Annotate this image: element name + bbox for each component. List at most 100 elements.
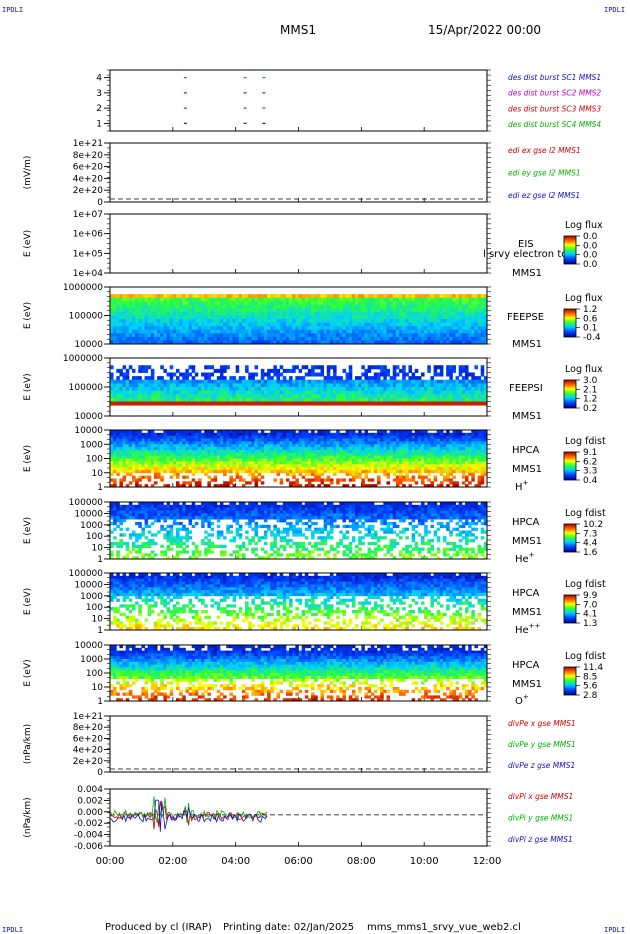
heat-cell — [285, 333, 290, 338]
heat-cell — [436, 447, 441, 451]
heat-cell — [135, 481, 139, 485]
heat-cell — [179, 458, 183, 462]
heat-cell — [276, 444, 281, 448]
heat-cell — [314, 304, 318, 309]
heat-cell — [361, 319, 365, 324]
heat-cell — [125, 401, 130, 406]
heat-cell — [135, 484, 139, 488]
heat-cell — [263, 387, 268, 392]
heat-cell — [317, 472, 321, 476]
heat-cell — [355, 452, 359, 457]
heat-cell — [141, 322, 145, 327]
heat-cell — [157, 333, 161, 338]
heat-cell — [323, 455, 328, 459]
heat-cell — [342, 452, 347, 457]
heat-cell — [295, 467, 299, 471]
heat-cell — [430, 452, 434, 457]
heat-cell — [345, 294, 350, 299]
heat-cell — [405, 475, 409, 479]
heat-cell — [289, 326, 293, 331]
heat-cell — [421, 322, 425, 327]
heat-cell — [131, 387, 136, 392]
heat-cell — [430, 297, 434, 302]
heat-cell — [216, 441, 221, 445]
heat-cell — [446, 461, 450, 465]
heat-cell — [411, 435, 416, 439]
heat-cell — [311, 333, 315, 338]
heat-cell — [314, 379, 318, 384]
heat-cell — [141, 397, 145, 402]
heat-cell — [333, 452, 337, 457]
heat-cell — [402, 336, 406, 341]
heat-cell — [131, 322, 136, 327]
heat-cell — [333, 326, 337, 331]
heat-cell — [311, 319, 315, 324]
heat-cell — [414, 319, 419, 324]
heat-cell — [408, 301, 412, 306]
heat-cell — [468, 333, 472, 338]
heat-cell — [241, 304, 246, 309]
heat-cell — [260, 475, 265, 479]
heat-cell — [402, 397, 406, 402]
heat-cell — [342, 387, 347, 392]
heat-cell — [289, 430, 293, 434]
heat-cell — [226, 441, 230, 445]
heat-cell — [389, 430, 394, 434]
heat-cell — [276, 449, 281, 454]
heat-cell — [169, 449, 174, 454]
heat-cell — [367, 444, 372, 448]
heat-cell — [251, 387, 255, 392]
heat-cell — [320, 481, 325, 485]
heat-cell — [320, 458, 325, 462]
heat-cell — [213, 319, 218, 324]
heat-cell — [157, 452, 161, 457]
heat-cell — [267, 297, 271, 302]
heat-cell — [333, 397, 337, 402]
heat-cell — [282, 458, 287, 462]
heat-cell — [245, 379, 249, 384]
heat-cell — [417, 469, 422, 474]
heat-cell — [339, 432, 343, 437]
heat-cell — [194, 430, 199, 434]
heat-cell — [439, 444, 444, 448]
heat-cell — [329, 458, 334, 462]
heat-cell — [135, 333, 139, 338]
heat-cell — [386, 452, 391, 457]
heat-cell — [358, 430, 362, 434]
heat-cell — [279, 340, 284, 345]
heat-cell — [477, 319, 482, 324]
heat-cell — [392, 329, 397, 334]
heat-cell — [285, 447, 290, 451]
heat-cell — [370, 455, 375, 459]
heat-cell — [276, 301, 281, 306]
heat-cell — [241, 455, 246, 459]
heat-cell — [289, 441, 293, 445]
heat-cell — [339, 308, 343, 313]
heat-cell — [364, 326, 369, 331]
heat-cell — [229, 435, 233, 439]
heat-cell — [314, 387, 318, 392]
heat-cell — [304, 365, 309, 370]
heat-cell — [395, 340, 400, 345]
heat-cell — [163, 329, 167, 334]
heat-cell — [289, 397, 293, 402]
heat-cell — [241, 458, 246, 462]
heatmap-cells-3 — [110, 294, 488, 345]
heat-cell — [298, 322, 303, 327]
heat-cell — [273, 430, 277, 434]
heat-cell — [138, 326, 142, 331]
heat-cell — [251, 329, 255, 334]
heat-cell — [238, 441, 243, 445]
heat-cell — [461, 304, 466, 309]
heat-cell — [443, 308, 447, 313]
heat-cell — [185, 449, 189, 454]
heat-cell — [267, 340, 271, 345]
heat-cell — [232, 329, 237, 334]
heat-cell — [122, 390, 127, 395]
heat-cell — [427, 308, 431, 313]
heat-cell — [141, 379, 145, 384]
heat-cell — [216, 390, 221, 395]
heat-cell — [141, 469, 145, 474]
heat-cell — [383, 340, 387, 345]
heat-cell — [185, 461, 189, 465]
